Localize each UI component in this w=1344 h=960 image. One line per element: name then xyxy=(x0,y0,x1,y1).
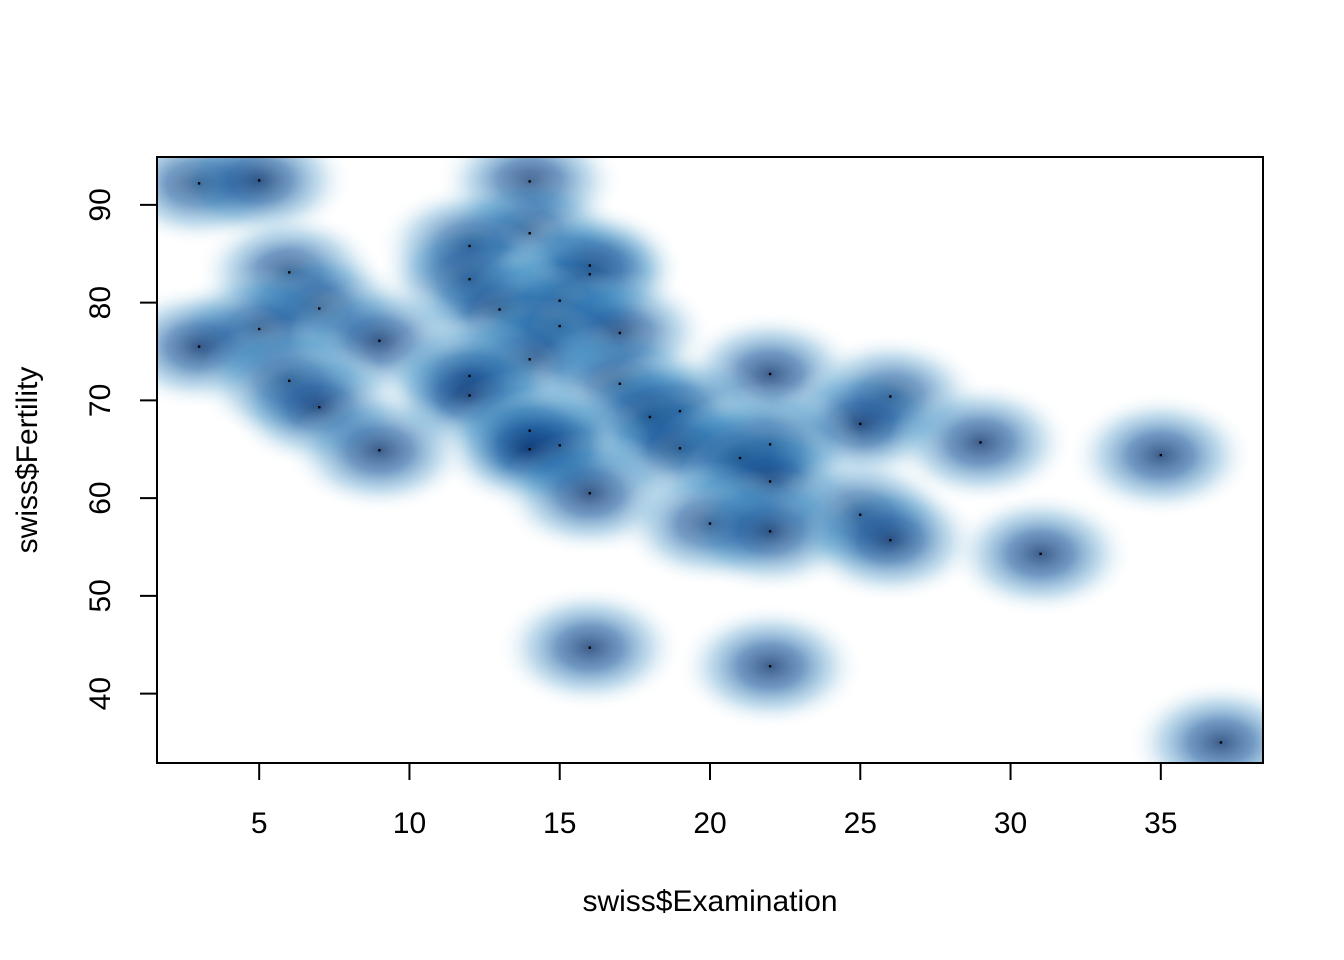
data-point xyxy=(678,409,682,413)
data-point xyxy=(768,480,772,483)
data-point xyxy=(197,182,201,185)
data-point xyxy=(468,277,471,281)
data-point xyxy=(1219,741,1223,744)
y-tick-label: 80 xyxy=(84,286,117,319)
data-point xyxy=(588,273,591,276)
y-axis-title: swiss$Fertility xyxy=(11,367,44,554)
data-point xyxy=(618,382,622,385)
data-point xyxy=(859,513,862,516)
y-axis: 40 50 60 70 80 90 xyxy=(84,188,157,710)
data-point xyxy=(257,327,261,331)
data-point xyxy=(678,447,682,450)
data-point xyxy=(1159,453,1163,457)
data-point xyxy=(528,180,531,183)
data-point xyxy=(528,232,531,235)
x-axis-title: swiss$Examination xyxy=(582,885,837,918)
data-point xyxy=(768,443,772,446)
data-point xyxy=(558,299,561,302)
density-layer xyxy=(157,157,1263,763)
y-tick-label: 70 xyxy=(84,384,117,417)
x-tick-label: 30 xyxy=(994,807,1027,840)
y-tick-label: 90 xyxy=(84,188,117,221)
data-point xyxy=(498,308,501,311)
data-point xyxy=(468,374,471,378)
data-point xyxy=(648,415,652,419)
data-point xyxy=(468,244,471,248)
data-point xyxy=(768,530,772,533)
data-point xyxy=(738,456,742,460)
data-point xyxy=(889,538,892,542)
data-point xyxy=(528,358,531,361)
y-tick-label: 50 xyxy=(84,579,117,612)
data-point xyxy=(558,444,561,447)
data-point xyxy=(588,264,591,267)
data-point xyxy=(588,492,591,495)
data-point xyxy=(768,372,772,376)
data-point xyxy=(288,271,291,274)
x-tick-label: 25 xyxy=(844,807,877,840)
data-point xyxy=(889,395,892,398)
data-point xyxy=(468,394,471,397)
data-point xyxy=(588,646,591,649)
y-tick-label: 60 xyxy=(84,481,117,514)
data-point xyxy=(378,449,381,452)
data-point xyxy=(979,441,982,444)
data-point xyxy=(708,522,712,525)
y-tick-label: 40 xyxy=(84,677,117,710)
data-point xyxy=(528,429,531,432)
data-point xyxy=(318,307,321,310)
data-point xyxy=(197,345,201,348)
data-point xyxy=(288,379,291,383)
data-point xyxy=(318,406,321,409)
data-point xyxy=(257,179,261,182)
density-blob xyxy=(1128,680,1263,763)
data-point xyxy=(1039,552,1042,556)
data-point xyxy=(768,665,772,668)
data-point xyxy=(618,331,622,335)
x-tick-label: 35 xyxy=(1144,807,1177,840)
data-point xyxy=(528,448,531,451)
points-layer xyxy=(197,179,1223,744)
x-tick-label: 20 xyxy=(693,807,726,840)
x-tick-label: 15 xyxy=(543,807,576,840)
x-tick-label: 10 xyxy=(393,807,426,840)
x-tick-label: 5 xyxy=(251,807,268,840)
data-point xyxy=(378,339,381,342)
data-point xyxy=(558,324,561,328)
data-point xyxy=(859,422,862,426)
x-axis: 5 10 15 20 25 30 35 xyxy=(251,763,1178,840)
